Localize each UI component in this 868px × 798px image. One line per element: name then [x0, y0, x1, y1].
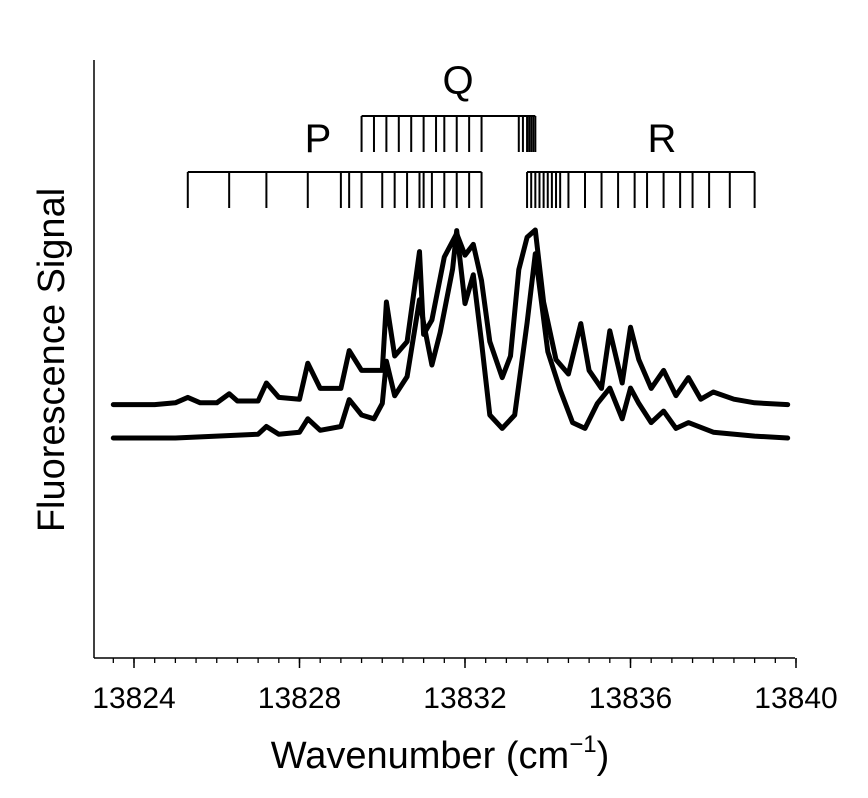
x-axis-label-close: ) [597, 735, 610, 777]
branch-label: Q [442, 59, 473, 103]
branch-q: Q [360, 59, 537, 152]
y-axis-label: Fluorescence Signal [31, 188, 73, 532]
series-simulated [110, 228, 791, 441]
series-experimental [110, 227, 791, 408]
branch-p: P [186, 117, 483, 208]
x-axis-label-superscript: −1 [569, 731, 596, 758]
branch-markers: P Q R [186, 59, 756, 208]
axes [93, 60, 797, 668]
branch-label: R [648, 117, 677, 161]
x-tick-label: 13836 [589, 682, 672, 715]
branch-r: R [526, 117, 756, 208]
tick-labels: 13824 13828 13832 13836 13840 [92, 682, 837, 715]
branch-label: P [305, 117, 332, 161]
x-axis-label: Wavenumber (cm−1) [271, 731, 609, 777]
series-group [110, 227, 791, 441]
x-tick-label: 13828 [258, 682, 341, 715]
x-axis-label-main: Wavenumber (cm [271, 735, 569, 777]
x-tick-label: 13832 [423, 682, 506, 715]
x-tick-label: 13824 [92, 682, 175, 715]
x-tick-label: 13840 [754, 682, 837, 715]
